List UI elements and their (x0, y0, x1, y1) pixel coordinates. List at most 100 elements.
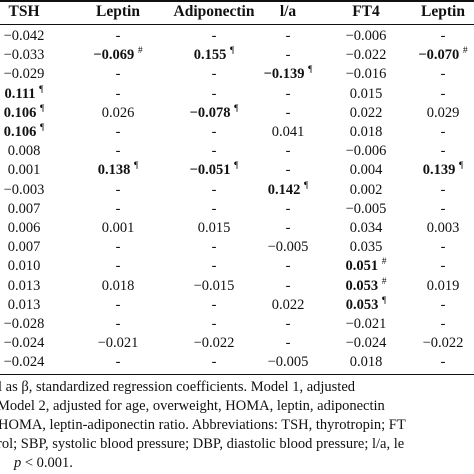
table-cell: - (212, 354, 217, 370)
cell-value: −0.069 (93, 47, 135, 64)
cell-value: - (211, 258, 217, 275)
footnote-significance: p < 0.001. (14, 455, 73, 472)
table-cell: 0.019 (427, 278, 460, 294)
cell-value: 0.018 (349, 124, 383, 140)
cell-value: 0.035 (349, 239, 383, 256)
table-cell: −0.028 (4, 316, 45, 332)
table-cell: - (116, 66, 121, 82)
table-cell: 0.106 ¶ (4, 104, 45, 121)
table-cell: 0.007 (8, 239, 41, 255)
table-cell: −0.042 (4, 28, 45, 44)
cell-value: - (285, 162, 291, 179)
cell-value: - (115, 85, 121, 102)
table-cell: −0.022 (346, 47, 387, 63)
cell-value: - (440, 28, 446, 44)
cell-value: - (115, 143, 121, 160)
cell-value: - (285, 85, 291, 102)
cell-value: 0.001 (7, 162, 41, 179)
table-cell: - (441, 201, 446, 217)
cell-value: - (115, 181, 121, 198)
table-cell: 0.053 # (345, 277, 387, 294)
footnote-line: HOMA, leptin-adiponectin ratio. Abbrevia… (0, 417, 406, 433)
table-cell: 0.013 (8, 278, 41, 294)
significance-mark: ¶ (303, 180, 309, 191)
table-cell: - (441, 143, 446, 159)
table-cell: 0.142 ¶ (267, 180, 309, 198)
table-cell: - (116, 28, 121, 44)
table-cell: - (286, 47, 291, 63)
table-cell: 0.015 (198, 220, 231, 236)
significance-mark: ¶ (308, 65, 313, 76)
table-cell: −0.021 (346, 316, 387, 332)
table-cell: - (441, 86, 446, 102)
cell-value: - (211, 85, 217, 102)
cell-value: - (211, 239, 217, 256)
cell-value: - (115, 66, 121, 83)
table-cell: - (441, 182, 446, 198)
table-cell: −0.021 (98, 335, 139, 351)
table-cell: - (286, 86, 291, 102)
header-rule (0, 24, 474, 26)
column-header: Leptin (96, 3, 140, 20)
table-cell: - (441, 28, 446, 44)
table-bottom-rule (0, 374, 474, 376)
cell-value: −0.029 (3, 66, 45, 83)
table-cell: 0.008 (8, 143, 41, 159)
significance-mark: ¶ (234, 103, 239, 114)
cell-value: - (440, 200, 446, 217)
table-cell: −0.051 ¶ (190, 162, 239, 179)
cell-value: 0.022 (349, 104, 383, 121)
table-cell: 0.138 ¶ (98, 161, 139, 179)
cell-value: - (115, 316, 121, 332)
table-cell: 0.018 (350, 354, 383, 370)
table-cell: - (116, 143, 121, 159)
table-cell: - (441, 66, 446, 82)
table-cell: - (116, 182, 121, 198)
table-cell: 0.041 (272, 124, 305, 140)
table-cell: - (212, 316, 217, 332)
cell-value: −0.022 (345, 47, 387, 64)
table-cell: 0.026 (102, 105, 135, 121)
table-cell: - (286, 28, 291, 44)
cell-value: 0.010 (7, 258, 41, 275)
significance-mark: # (137, 46, 143, 57)
cell-value: - (211, 296, 217, 313)
cell-value: - (285, 200, 291, 217)
table-cell: 0.035 (350, 239, 383, 255)
table-cell: −0.070 # (418, 46, 467, 63)
table-cell: 0.106 ¶ (3, 123, 45, 140)
table-cell: 0.006 (8, 220, 41, 236)
cell-value: 0.026 (101, 104, 135, 121)
cell-value: - (211, 316, 217, 332)
table-cell: - (116, 316, 121, 332)
cell-value: 0.142 (267, 181, 301, 198)
cell-value: - (440, 296, 446, 313)
cell-value: 0.106 (3, 124, 37, 140)
significance-mark: ¶ (133, 161, 139, 172)
cell-value: - (211, 66, 217, 83)
cell-value: - (285, 335, 291, 352)
table-cell: - (212, 86, 217, 102)
cell-value: 0.015 (197, 220, 231, 236)
column-header: FT4 (352, 3, 380, 20)
cell-value: 0.015 (349, 85, 383, 102)
cell-value: 0.003 (426, 220, 460, 236)
table-cell: −0.005 (346, 201, 387, 217)
significance-mark: # (381, 257, 387, 268)
table-cell: - (212, 143, 217, 159)
cell-value: −0.024 (345, 335, 387, 352)
table-cell: −0.033 (4, 47, 45, 63)
cell-value: 0.007 (7, 239, 41, 256)
table-cell: - (116, 297, 121, 313)
table-cell: −0.006 (346, 143, 387, 159)
table-cell: - (286, 220, 291, 236)
table-cell: 0.013 (8, 297, 41, 313)
cell-value: 0.029 (426, 104, 460, 121)
cell-value: 0.051 (345, 258, 379, 275)
cell-value: - (440, 258, 446, 275)
table-cell: 0.003 (427, 220, 460, 236)
cell-value: 0.007 (7, 200, 41, 217)
table-cell: 0.004 (350, 162, 383, 178)
cell-value: 0.053 (345, 277, 379, 294)
table-cell: - (116, 124, 121, 140)
